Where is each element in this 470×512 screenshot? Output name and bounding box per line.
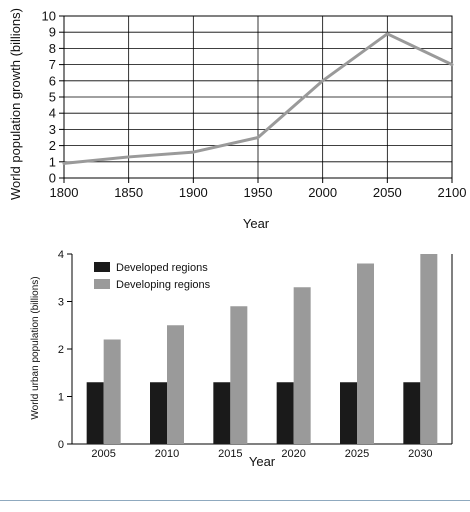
bar-developing-regions-2025 [357, 263, 374, 444]
y-tick-label-2: 2 [49, 138, 56, 153]
y-axis-title: World urban population (billions) [30, 276, 41, 419]
urban-population-bar-chart: World urban population (billions) Year 0… [30, 249, 453, 469]
x-axis-title: Year [249, 454, 276, 469]
bar-developing-regions-2015 [230, 306, 248, 444]
y-tick-label-6: 6 [49, 73, 56, 88]
bar-developed-regions-2015 [213, 382, 231, 444]
x-tick-label-0: 1800 [50, 185, 79, 200]
bar-developed-regions-2010 [150, 382, 167, 444]
x-tick-label-3: 1950 [244, 185, 273, 200]
bar-developing-regions-2030 [420, 254, 438, 444]
x-tick-label-2025: 2025 [345, 448, 369, 460]
x-tick-label-6: 2100 [438, 185, 467, 200]
x-tick-label-2030: 2030 [408, 448, 432, 460]
y-tick-label-1: 1 [58, 392, 64, 404]
x-tick-label-4: 2000 [308, 185, 337, 200]
y-tick-label-0: 0 [58, 439, 64, 451]
bar-developed-regions-2005 [86, 382, 104, 444]
legend-swatch-0 [94, 262, 110, 272]
bar-developing-regions-2010 [167, 325, 184, 444]
y-tick-label-5: 5 [49, 90, 56, 105]
footer-divider [0, 500, 470, 501]
y-tick-label-9: 9 [49, 25, 56, 40]
bar-developing-regions-2005 [103, 339, 121, 444]
legend-label-0: Developed regions [116, 262, 208, 274]
bar-developed-regions-2025 [340, 382, 357, 444]
y-tick-label-0: 0 [49, 171, 56, 186]
legend-swatch-1 [94, 279, 110, 289]
x-axis-title: Year [243, 216, 270, 231]
bar-developing-regions-2020 [293, 287, 311, 444]
y-tick-label-4: 4 [58, 249, 64, 261]
y-tick-label-3: 3 [58, 297, 64, 309]
y-tick-label-3: 3 [49, 122, 56, 137]
population-growth-line-chart: World population growth (billions) Year … [8, 8, 467, 231]
y-tick-label-1: 1 [49, 154, 56, 169]
y-tick-label-2: 2 [58, 344, 64, 356]
x-tick-label-2020: 2020 [281, 448, 305, 460]
x-tick-label-2015: 2015 [218, 448, 242, 460]
y-tick-label-10: 10 [42, 9, 56, 24]
y-tick-label-8: 8 [49, 41, 56, 56]
x-tick-label-1: 1850 [114, 185, 143, 200]
x-tick-label-2010: 2010 [155, 448, 179, 460]
y-axis-title: World population growth (billions) [8, 8, 23, 200]
bar-developed-regions-2030 [403, 382, 421, 444]
y-tick-label-7: 7 [49, 57, 56, 72]
x-tick-label-2005: 2005 [91, 448, 115, 460]
bar-developed-regions-2020 [276, 382, 294, 444]
x-tick-label-5: 2050 [373, 185, 402, 200]
x-tick-label-2: 1900 [179, 185, 208, 200]
legend-label-1: Developing regions [116, 279, 211, 291]
y-tick-label-4: 4 [49, 106, 56, 121]
